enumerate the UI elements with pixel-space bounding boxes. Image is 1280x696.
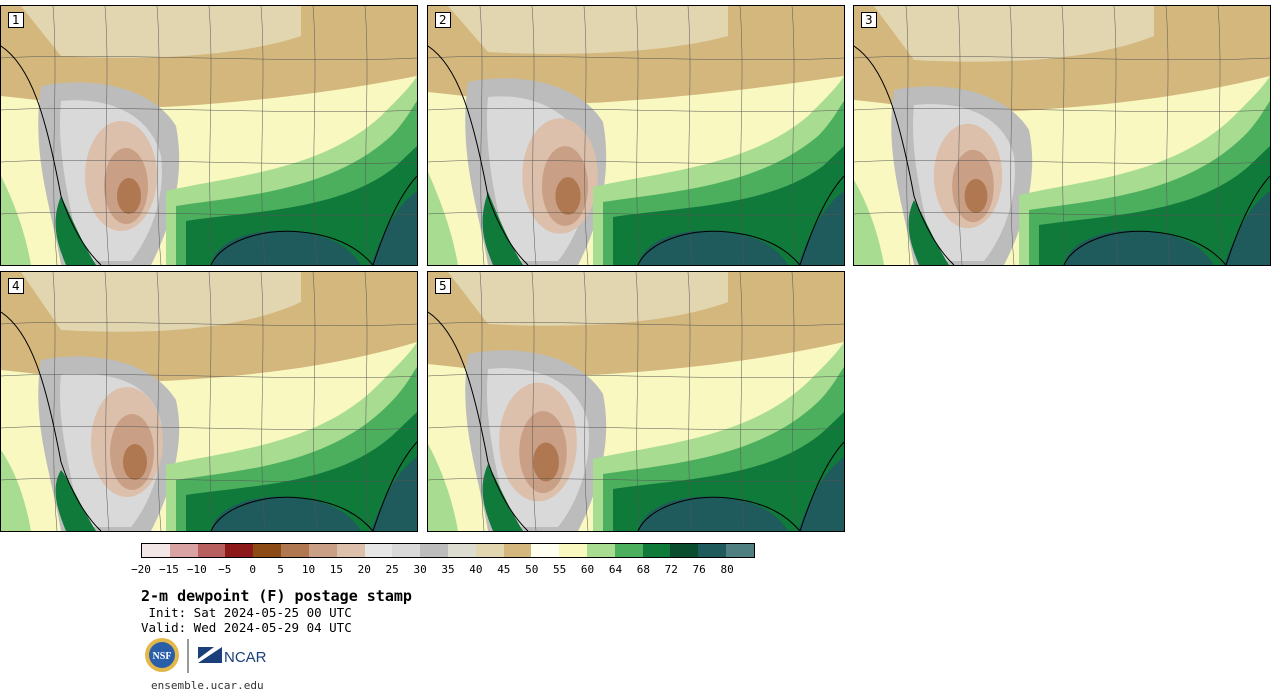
colorbar-tick-label: 40 [469, 563, 483, 576]
ncar-logo: NCAR [198, 647, 267, 666]
state-boundaries [428, 6, 844, 265]
colorbar-tick-label: 35 [441, 563, 455, 576]
dewpoint-map [428, 272, 844, 531]
colorbar-tick-label: 72 [664, 563, 678, 576]
map-panel-4: 4 [0, 271, 418, 532]
panel-number: 2 [435, 12, 451, 28]
colorbar-swatch [559, 544, 587, 557]
colorbar-swatch [308, 544, 337, 557]
colorbar-swatch [642, 544, 671, 557]
colorbar-tick-label: 15 [329, 563, 343, 576]
colorbar-tick-label: −10 [186, 563, 207, 576]
colorbar-swatch [475, 544, 504, 557]
dewpoint-map [1, 6, 417, 265]
colorbar-tick-label: 25 [385, 563, 399, 576]
colorbar-swatch [531, 544, 560, 557]
colorbar-tick-label: 30 [413, 563, 427, 576]
colorbar-tick-label: −15 [158, 563, 179, 576]
colorbar-tick-label: 0 [249, 563, 256, 576]
colorbar-swatch [281, 544, 309, 557]
colorbar-tick-label: 20 [357, 563, 371, 576]
colorbar-tick-labels: −20 −15 −10 −5 0 5 10 15 20 25 30 35 40 45 50 55 60 64 68 7… [0, 563, 1280, 577]
map-panel-2: 2 [427, 5, 845, 266]
logos: NSF NCAR [144, 637, 274, 675]
colorbar-tick-label: 45 [497, 563, 511, 576]
dewpoint-map [1, 272, 417, 531]
colorbar-tick-label: 10 [301, 563, 316, 576]
colorbar-swatch [142, 544, 170, 557]
colorbar-tick-label: 64 [608, 563, 623, 576]
colorbar-tick-label: 68 [636, 563, 650, 576]
dewpoint-map [428, 6, 844, 265]
state-boundaries [1, 272, 417, 531]
colorbar-swatch [447, 544, 476, 557]
colorbar-swatch [726, 544, 754, 557]
state-boundaries [854, 6, 1270, 265]
colorbar-swatch [225, 544, 254, 557]
panel-number: 5 [435, 278, 451, 294]
state-boundaries [428, 272, 844, 531]
panel-number: 3 [861, 12, 877, 28]
website-url: ensemble.ucar.edu [151, 679, 264, 692]
colorbar-swatch [420, 544, 448, 557]
colorbar-tick-label: −20 [131, 563, 151, 576]
figure-title: 2-m dewpoint (F) postage stamp [141, 587, 412, 605]
dewpoint-map [854, 6, 1270, 265]
map-panel-5: 5 [427, 271, 845, 532]
panel-number: 1 [8, 12, 24, 28]
colorbar-tick-label: 80 [720, 563, 734, 576]
colorbar-tick-label: 60 [580, 563, 595, 576]
map-field [1, 272, 417, 531]
nsf-logo: NSF [145, 638, 179, 672]
colorbar-tick-label: 55 [553, 563, 567, 576]
colorbar-swatch [364, 544, 393, 557]
colorbar-tick-label: −5 [218, 563, 232, 576]
svg-text:NCAR: NCAR [224, 649, 267, 666]
colorbar-swatch [670, 544, 699, 557]
colorbar-swatch [614, 544, 643, 557]
init-time: Init: Sat 2024-05-25 00 UTC [141, 605, 352, 620]
colorbar-swatch [336, 544, 365, 557]
map-field [854, 6, 1270, 265]
dewpoint-colorbar [141, 543, 755, 558]
colorbar-tick-label: 76 [692, 563, 706, 576]
panel-number: 4 [8, 278, 24, 294]
colorbar-tick-label: 50 [525, 563, 539, 576]
map-panel-3: 3 [853, 5, 1271, 266]
colorbar-swatch [392, 544, 421, 557]
map-field [428, 6, 844, 265]
map-field [1, 6, 417, 265]
colorbar-swatch [197, 544, 226, 557]
colorbar-swatch [698, 544, 727, 557]
state-boundaries [1, 6, 417, 265]
colorbar-swatch [587, 544, 615, 557]
svg-text:NSF: NSF [153, 651, 172, 662]
colorbar-tick-label: 5 [277, 563, 284, 576]
valid-time: Valid: Wed 2024-05-29 04 UTC [141, 620, 352, 635]
map-panel-1: 1 [0, 5, 418, 266]
colorbar-swatch [503, 544, 532, 557]
colorbar-swatch [169, 544, 198, 557]
colorbar-swatch [253, 544, 282, 557]
map-field [428, 272, 844, 531]
